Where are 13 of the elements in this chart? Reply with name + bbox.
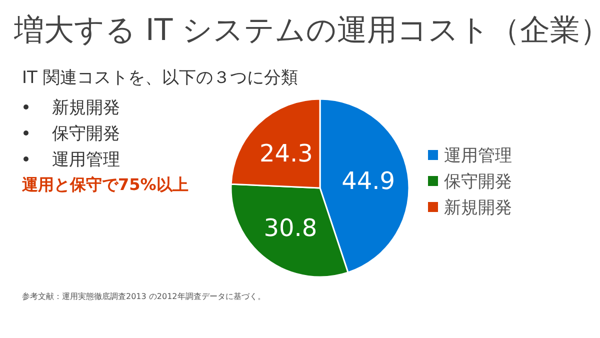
text: 運用管理 [52,150,120,170]
data-label: 30.8 [264,214,318,242]
data-label: 24.3 [259,140,313,168]
legend-label: 保守開発 [444,172,512,192]
text: 参考文献：運用実態徹底調査2013 の2012年調査データに基づく。 [22,292,266,301]
text: 運用と保守で75%以上 [21,175,188,194]
data-label: 44.9 [342,167,396,196]
legend-label: 新規開発 [444,198,512,218]
text: 新規開発 [52,98,120,118]
legend-label: 運用管理 [444,146,512,166]
chart-subtitle: IT 関連コストを、以下の３つに分類 [22,68,298,88]
chart-title: 増大する IT システムの運用コスト（企業） [13,13,600,48]
text: 保守開発 [52,124,120,144]
